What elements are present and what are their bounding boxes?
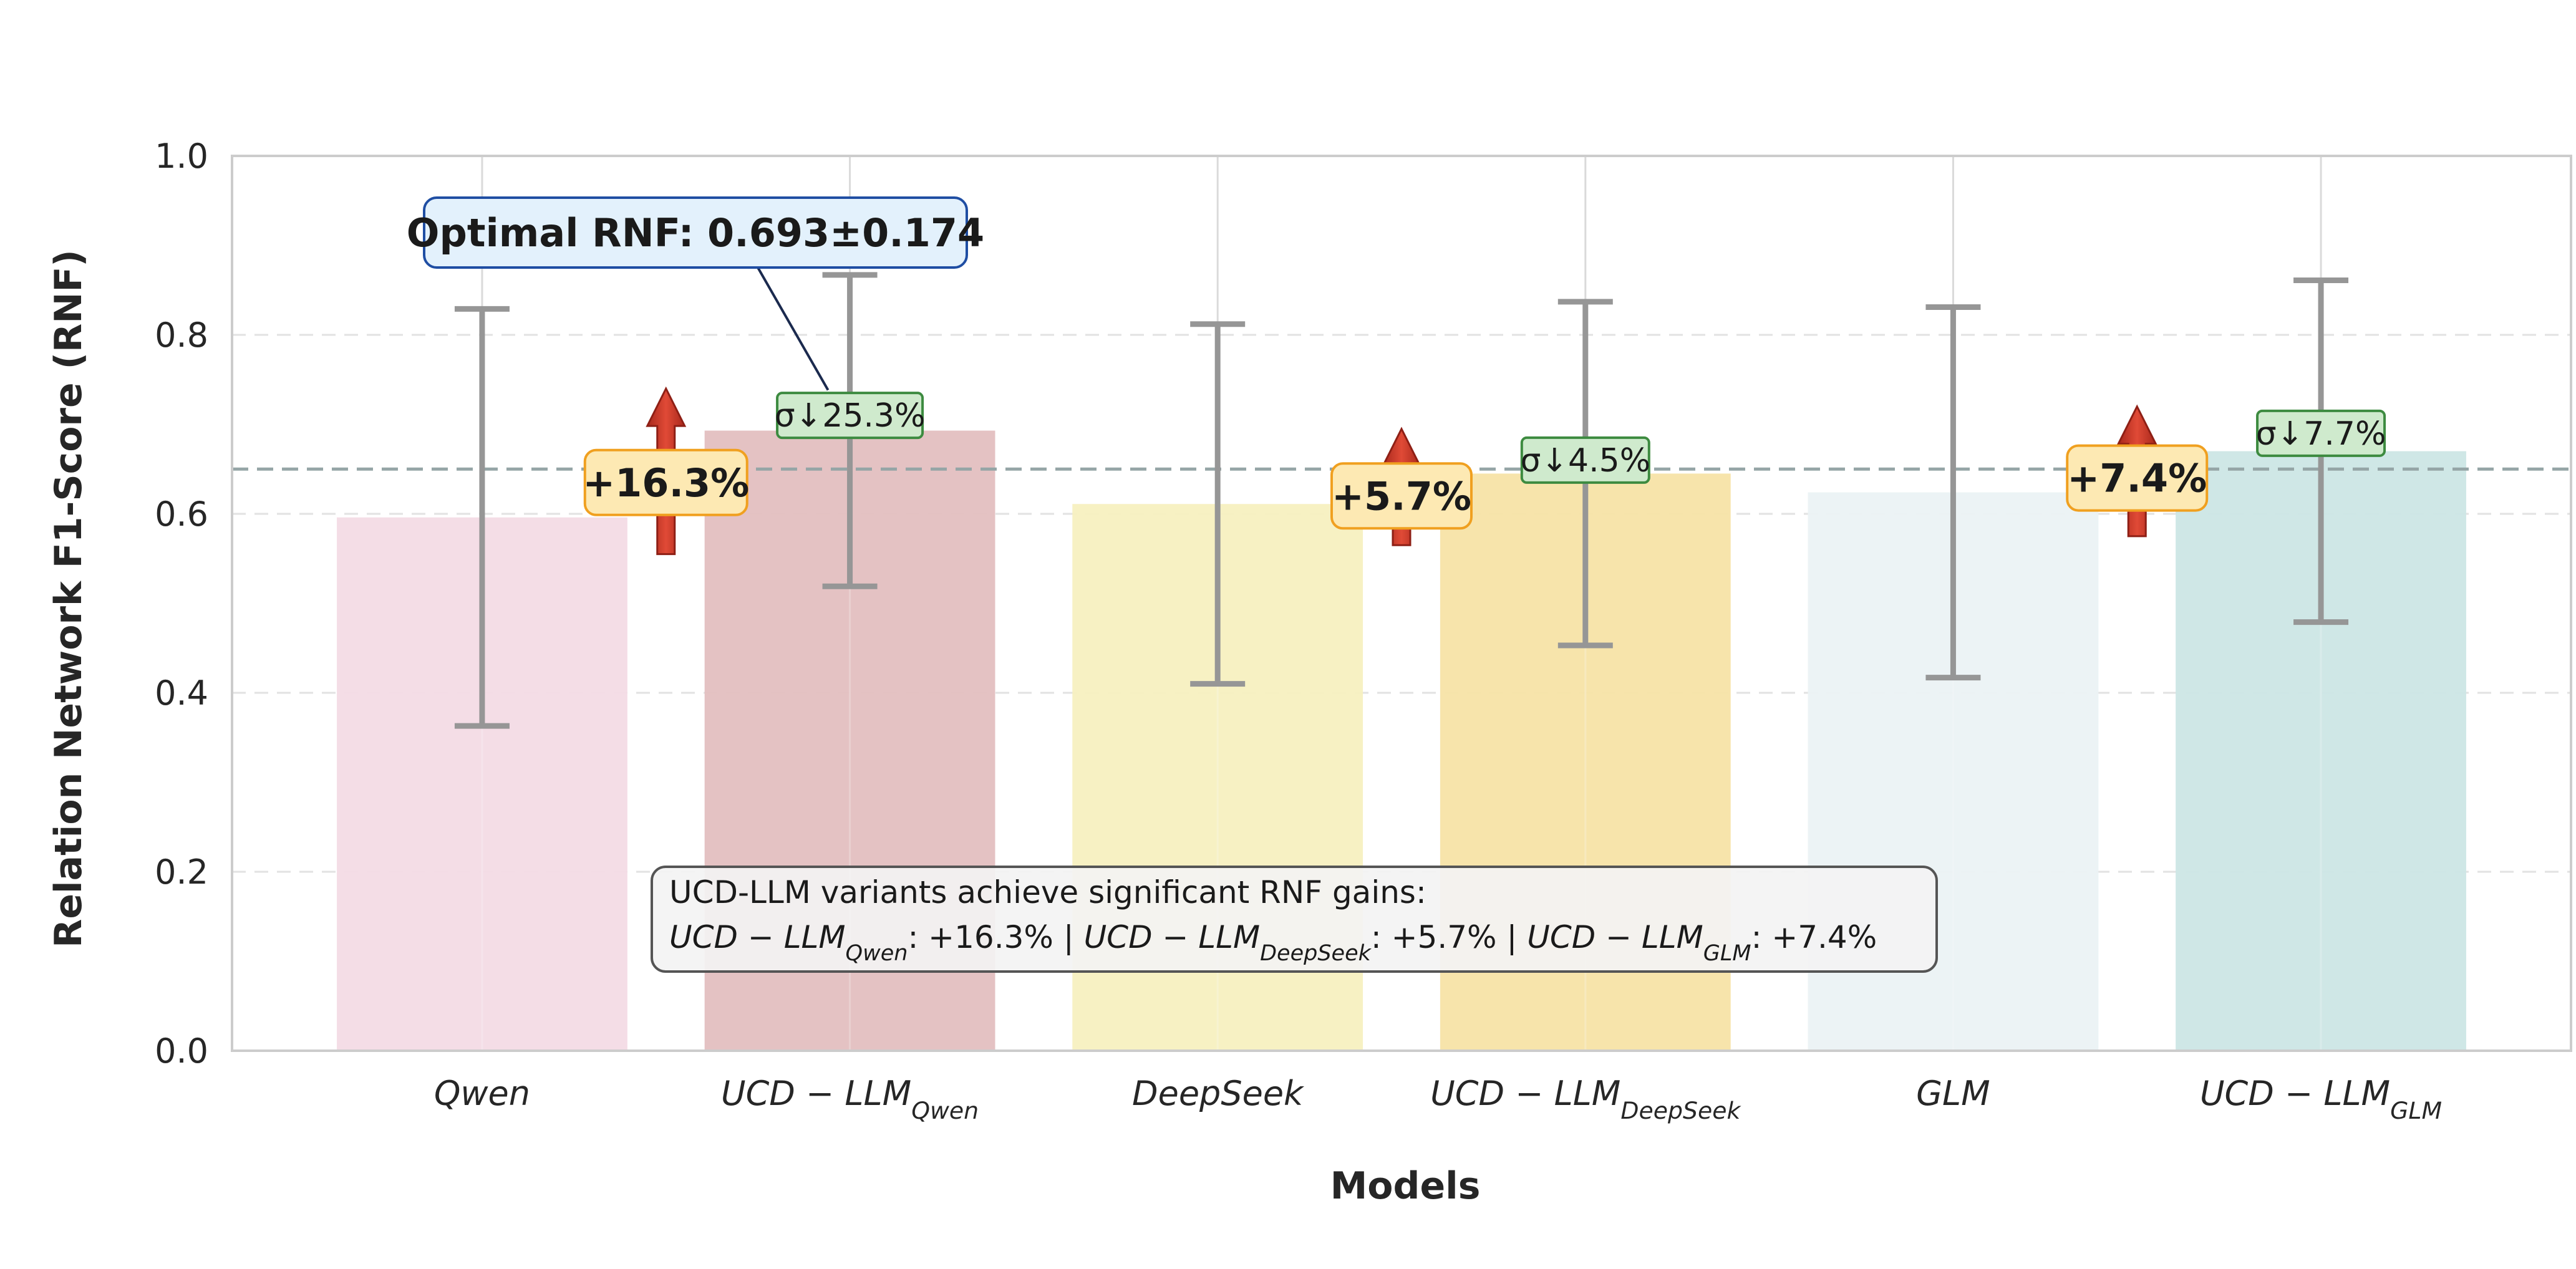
y-tick-label: 0.4 (155, 673, 208, 713)
summary-items: UCD − LLMQwen: +16.3% | UCD − LLMDeepSee… (669, 919, 1877, 966)
x-tick-label: UCD − LLMDeepSeek (1430, 1074, 1741, 1124)
x-axis-title: Models (1330, 1164, 1481, 1208)
annotations-layer: +16.3% +5.7% +7.4% σ↓25.3% σ↓4.5% σ↓7.7% Optim… (407, 196, 2386, 973)
gain-label: +16.3% (583, 460, 749, 506)
y-tick-label: 0.0 (155, 1031, 208, 1071)
y-axis-title: Relation Network F1-Score (RNF) (47, 249, 90, 948)
gain-label: +5.7% (1332, 473, 1471, 519)
sigma-badge-box (776, 392, 924, 440)
gain-label-box (583, 448, 748, 516)
x-tick-label: UCD − LLMGLM (2200, 1074, 2442, 1124)
sigma-badge-label: σ↓7.7% (2256, 415, 2386, 453)
y-tick-label: 0.6 (155, 495, 208, 534)
sigma-badge-label: σ↓25.3% (775, 397, 926, 435)
sigma-badge-box (1520, 436, 1650, 484)
gain-label-box (2066, 444, 2209, 512)
optimal-leader-line (757, 267, 830, 391)
x-tick-label: UCD − LLMQwen (721, 1074, 979, 1124)
gain-label: +7.4% (2067, 456, 2207, 501)
optimal-annotation-box (423, 196, 968, 269)
y-tick-label: 0.8 (155, 316, 208, 355)
x-tick-label: Qwen (434, 1074, 530, 1113)
sigma-badge-label: σ↓4.5% (1520, 442, 1650, 480)
y-tick-label: 1.0 (155, 137, 208, 176)
x-tick-label: GLM (1916, 1074, 1990, 1113)
y-tick-label: 0.2 (155, 852, 208, 892)
summary-box (651, 866, 1938, 973)
axes-layer: 0.0 0.2 0.4 0.6 0.8 1.0 Qwen UCD − LLMQwen DeepS… (155, 137, 2572, 1124)
sigma-badge-box (2256, 409, 2386, 457)
optimal-annotation-label: Optimal RNF: 0.693±0.174 (407, 210, 984, 256)
x-tick-label: DeepSeek (1132, 1074, 1305, 1113)
summary-title: UCD-LLM variants achieve significant RNF… (669, 874, 1426, 910)
gain-label-box (1330, 462, 1473, 530)
plot-frame (231, 155, 2572, 1052)
